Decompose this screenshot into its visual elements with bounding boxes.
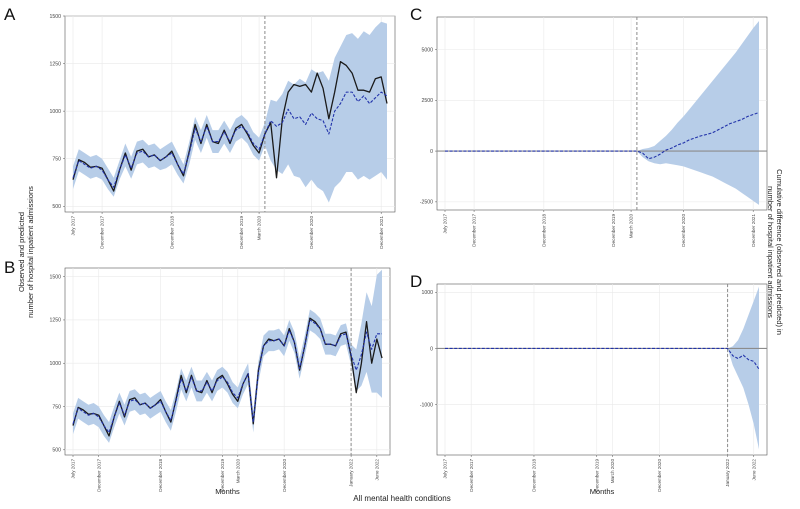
panel-letter-d: D xyxy=(410,272,422,291)
panel-d-ytick-label-0: -1000 xyxy=(420,402,433,408)
panel-b-observed-line xyxy=(72,317,383,437)
panel-b-predicted-line xyxy=(72,319,382,434)
panel-c-xtick-label-5: December 2020 xyxy=(681,214,686,247)
panel-d-xtick-label-7: June 2022 xyxy=(751,459,756,481)
panel-b: 500 750 1000 1250 1500 July 2017 December 2017… xyxy=(49,267,391,496)
left-y-axis-title-line2: number of hospital inpatient admissions xyxy=(26,186,35,318)
panel-d-xtick-label-1: December 2017 xyxy=(469,459,474,492)
panel-d-ytick-label-1: 0 xyxy=(430,346,433,352)
panel-b-frame xyxy=(64,267,391,456)
panel-b-xtick-label-0: July 2017 xyxy=(71,459,76,479)
panel-b-xtick-label-7: June 2022 xyxy=(374,459,379,481)
left-y-axis-title-line1: Observed and predicted xyxy=(17,212,26,292)
panel-d-xtick-label-5: December 2020 xyxy=(657,459,662,492)
right-y-axis-title-line1: Cumulative difference (observed and pred… xyxy=(775,169,784,335)
panel-b-ytick-label-0: 500 xyxy=(52,448,61,454)
panel-a-xtick-label-1: December 2017 xyxy=(100,216,105,249)
panel-c-ytick-label-0: -2500 xyxy=(420,200,433,206)
panel-b-xtick-label-1: December 2017 xyxy=(96,459,101,492)
panel-c-ytick-label-2: 2500 xyxy=(421,98,433,104)
panel-b-xaxis-title: Months xyxy=(215,487,240,496)
panel-d-xtick-label-0: July 2017 xyxy=(443,459,448,479)
panel-b-xtick-label-4: March 2020 xyxy=(235,459,240,484)
panel-letter-b: B xyxy=(4,258,15,277)
panel-d-ytick-label-2: 1000 xyxy=(421,290,433,296)
panels-layer: 500 750 1000 1250 1500 July 2017 December 2017… xyxy=(49,14,768,496)
panel-c-xtick-label-4: March 2020 xyxy=(629,214,634,239)
panel-b-confidence-band xyxy=(73,269,382,443)
panel-d: -1000 0 1000 July 2017 December 2017 December… xyxy=(420,283,768,496)
panel-a-confidence-band xyxy=(73,21,387,203)
panel-a-predicted-line xyxy=(72,91,388,188)
panel-b-xtick-label-5: December 2020 xyxy=(282,459,287,492)
panel-a-ytick-label-1: 750 xyxy=(52,157,61,163)
panel-c: -2500 0 2500 5000 July 2017 December 2017 Dece… xyxy=(420,16,768,247)
panel-letter-c: C xyxy=(410,5,422,24)
panel-b-xtick-label-2: December 2018 xyxy=(158,459,163,492)
panel-a-xtick-label-3: December 2019 xyxy=(239,216,244,249)
panel-a-ytick-label-0: 500 xyxy=(52,204,61,210)
panel-a-observed-line xyxy=(72,61,388,192)
panel-b-ytick-label-1: 750 xyxy=(52,404,61,410)
panel-a-xtick-label-5: December 2020 xyxy=(309,216,314,249)
panel-c-cumulative-difference-line xyxy=(445,111,760,160)
panel-c-ytick-label-3: 5000 xyxy=(421,47,433,53)
panel-letter-a: A xyxy=(4,5,16,24)
panel-b-xtick-label-6: January 2022 xyxy=(349,459,354,487)
panel-b-ytick-label-4: 1500 xyxy=(49,274,61,280)
panel-c-xtick-label-0: July 2017 xyxy=(443,214,448,234)
panel-d-frame xyxy=(436,283,768,456)
panel-a-xtick-label-6: December 2021 xyxy=(379,216,384,249)
panel-c-confidence-band xyxy=(445,21,759,205)
panel-b-ytick-label-3: 1250 xyxy=(49,318,61,324)
panel-d-xaxis-title: Months xyxy=(590,487,615,496)
panel-c-xtick-label-2: December 2018 xyxy=(541,214,546,247)
panel-d-xtick-label-6: January 2022 xyxy=(725,459,730,487)
panel-b-xtick-label-3: December 2019 xyxy=(220,459,225,492)
panel-a-ytick-label-2: 1000 xyxy=(49,109,61,115)
panel-a-xtick-label-0: July 2017 xyxy=(71,216,76,236)
panel-d-xtick-label-2: December 2018 xyxy=(532,459,537,492)
panel-b-ytick-label-2: 1000 xyxy=(49,361,61,367)
panel-c-xtick-label-3: December 2019 xyxy=(611,214,616,247)
panel-d-cumulative-difference-line xyxy=(445,347,760,370)
panel-a-xtick-label-4: March 2020 xyxy=(257,216,262,241)
panel-a-xtick-label-2: December 2018 xyxy=(169,216,174,249)
footer-caption: All mental health conditions xyxy=(353,494,450,503)
panel-c-xtick-label-1: December 2017 xyxy=(472,214,477,247)
panel-a: 500 750 1000 1250 1500 July 2017 December 2017… xyxy=(49,14,396,249)
panel-a-ytick-label-3: 1250 xyxy=(49,61,61,67)
panel-c-xtick-label-6: December 2021 xyxy=(751,214,756,247)
panel-d-xtick-label-3: December 2019 xyxy=(594,459,599,492)
panel-c-ytick-label-1: 0 xyxy=(430,149,433,155)
panel-a-ytick-label-4: 1500 xyxy=(49,14,61,20)
panel-d-xtick-label-4: March 2020 xyxy=(610,459,615,484)
right-y-axis-title-line2: number of hospital inpatient admissions xyxy=(766,186,775,318)
